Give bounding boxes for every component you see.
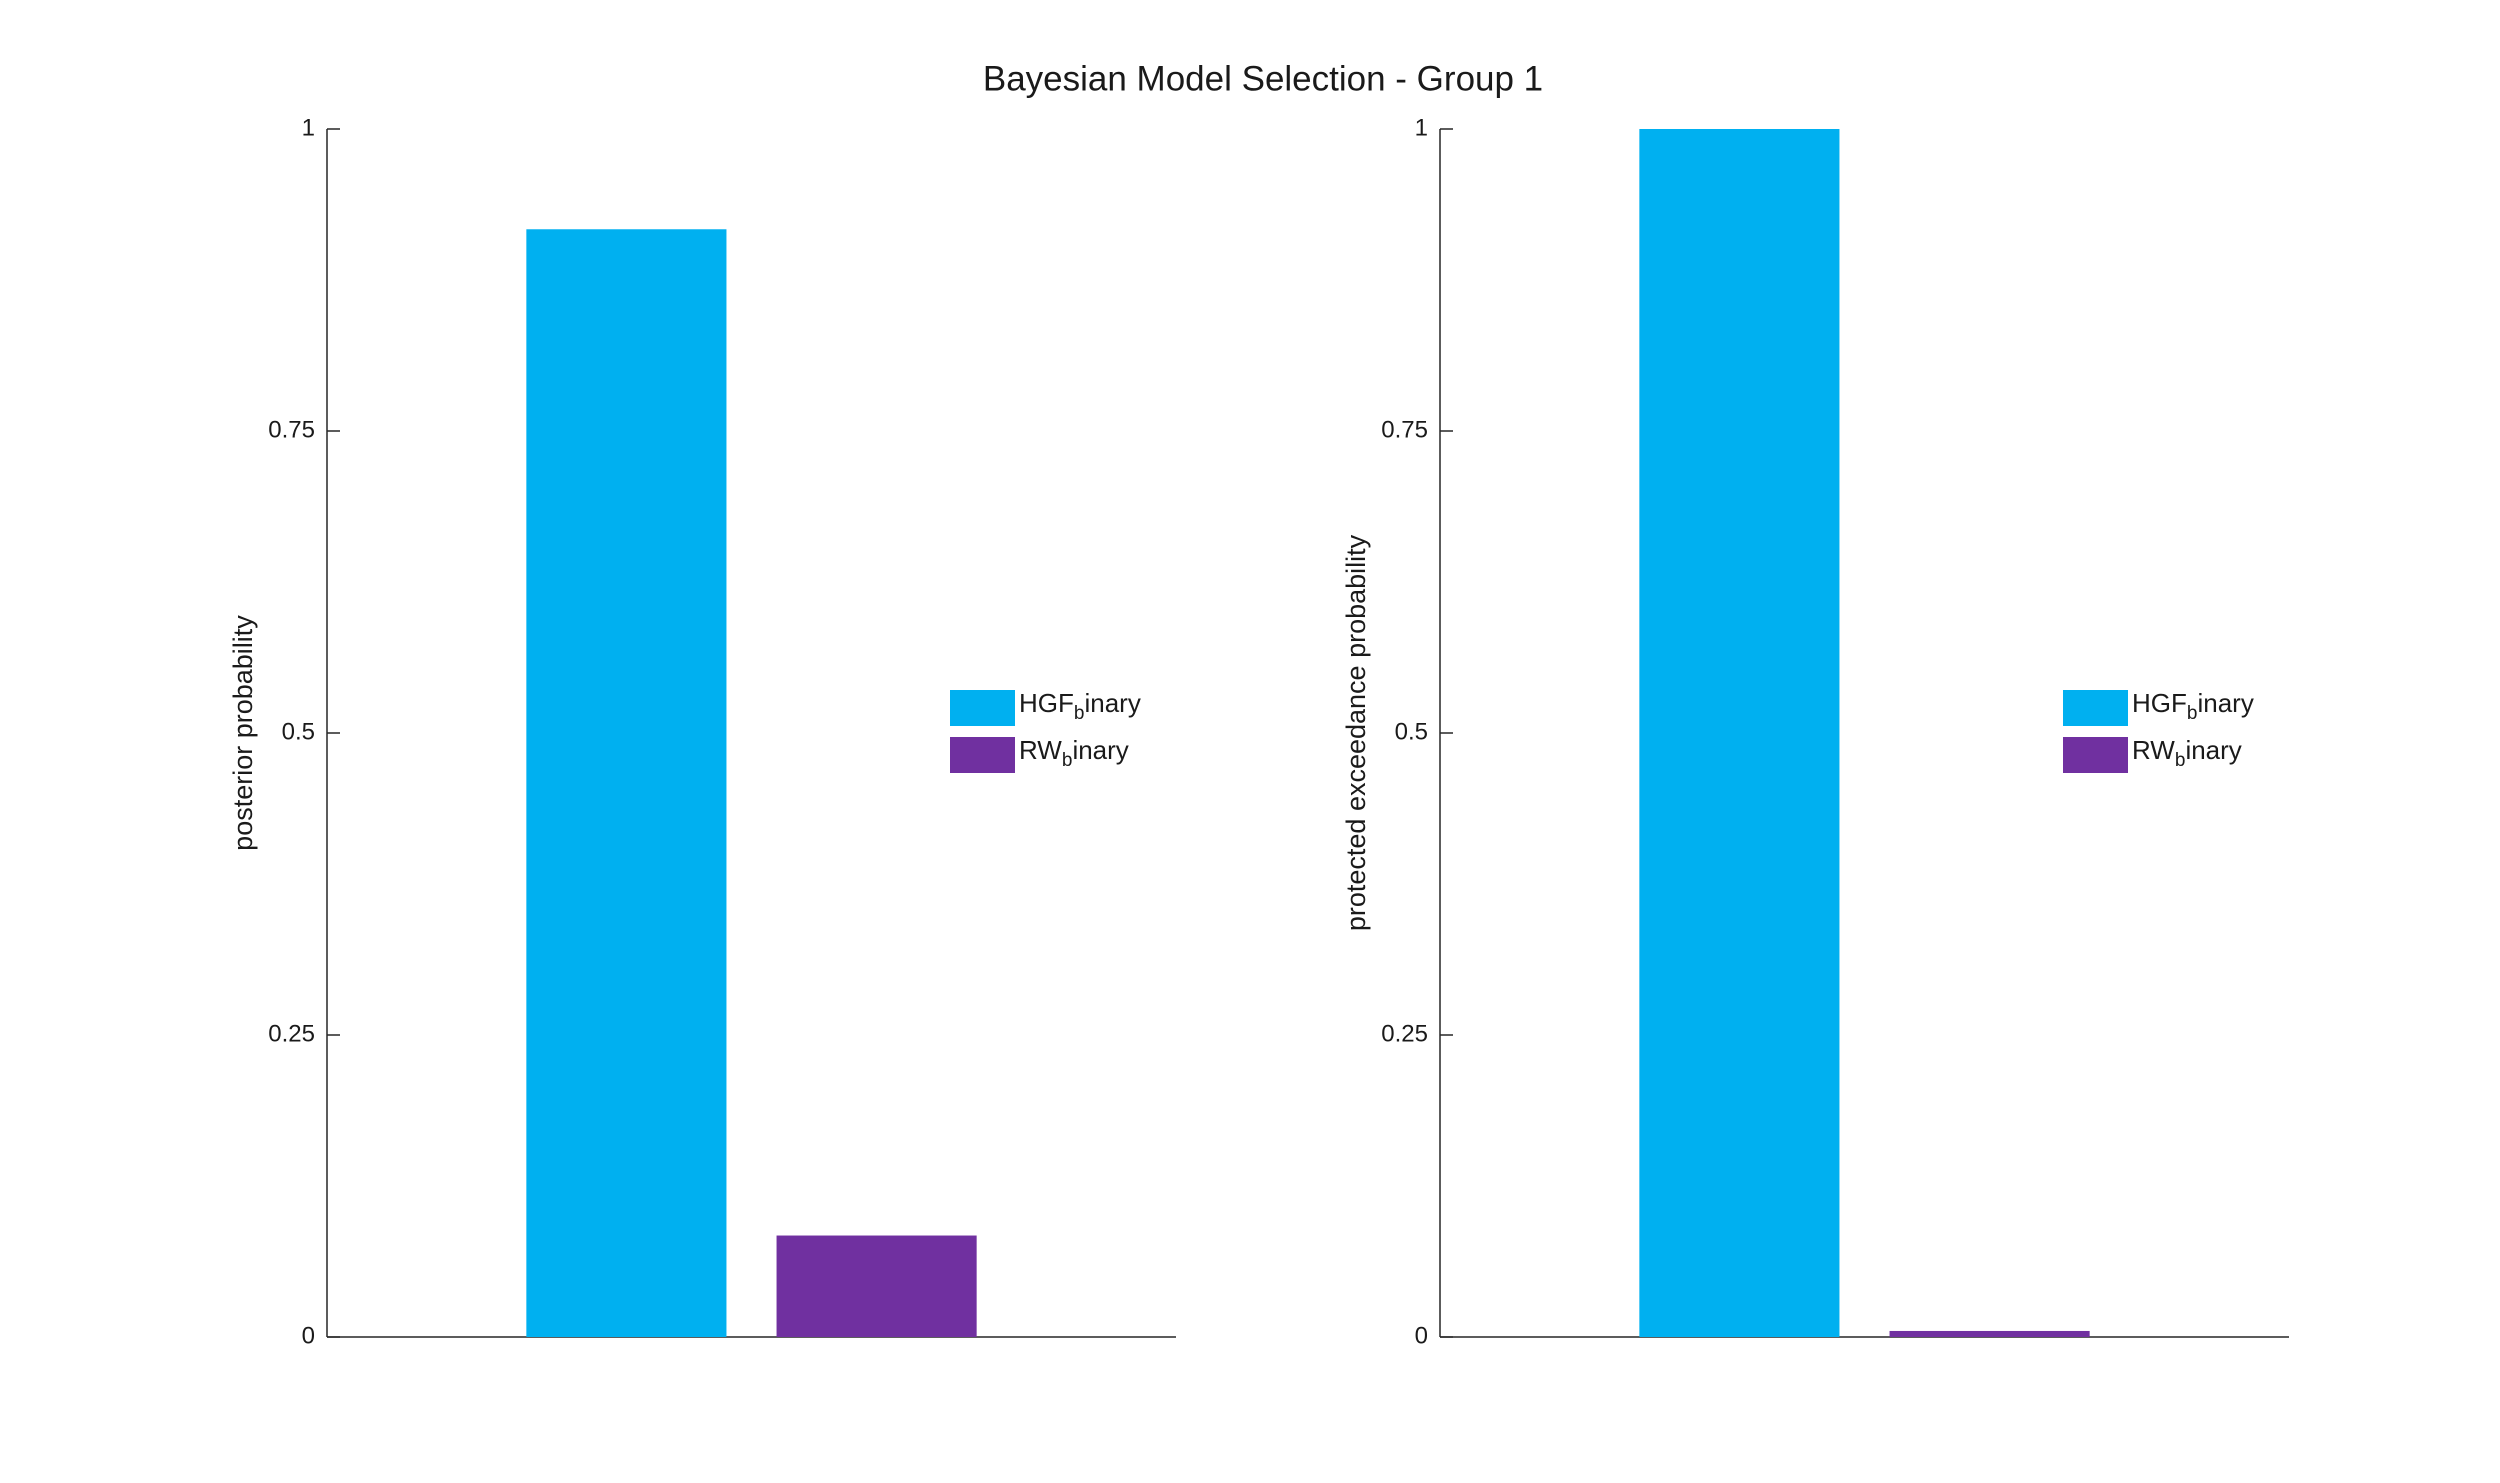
y-tick-label: 0.25: [268, 1020, 315, 1047]
legend-swatch: [950, 690, 1015, 726]
y-axis-label: posterior probability: [228, 615, 258, 851]
y-tick-label: 0: [1415, 1322, 1428, 1349]
y-tick-label: 0.5: [282, 718, 315, 745]
legend-swatch: [950, 737, 1015, 773]
figure-title: Bayesian Model Selection - Group 1: [983, 59, 1543, 98]
legend-label: HGFbinary: [1019, 688, 1141, 724]
bar: [1889, 1330, 2090, 1337]
y-tick-label: 0.75: [268, 416, 315, 443]
legend-label: HGFbinary: [2132, 688, 2254, 724]
bar: [526, 229, 727, 1337]
y-tick-label: 1: [1415, 114, 1428, 141]
bar: [776, 1235, 977, 1337]
legend-label: RWbinary: [1019, 735, 1129, 771]
y-tick-label: 0.5: [1395, 718, 1428, 745]
y-tick-label: 0.25: [1381, 1020, 1428, 1047]
bar: [1639, 129, 1840, 1337]
y-tick-label: 0: [302, 1322, 315, 1349]
legend-swatch: [2063, 737, 2128, 773]
y-tick-label: 0.75: [1381, 416, 1428, 443]
y-tick-label: 1: [302, 114, 315, 141]
y-axis-label: protected exceedance probability: [1341, 534, 1371, 931]
legend-label: RWbinary: [2132, 735, 2242, 771]
legend-swatch: [2063, 690, 2128, 726]
